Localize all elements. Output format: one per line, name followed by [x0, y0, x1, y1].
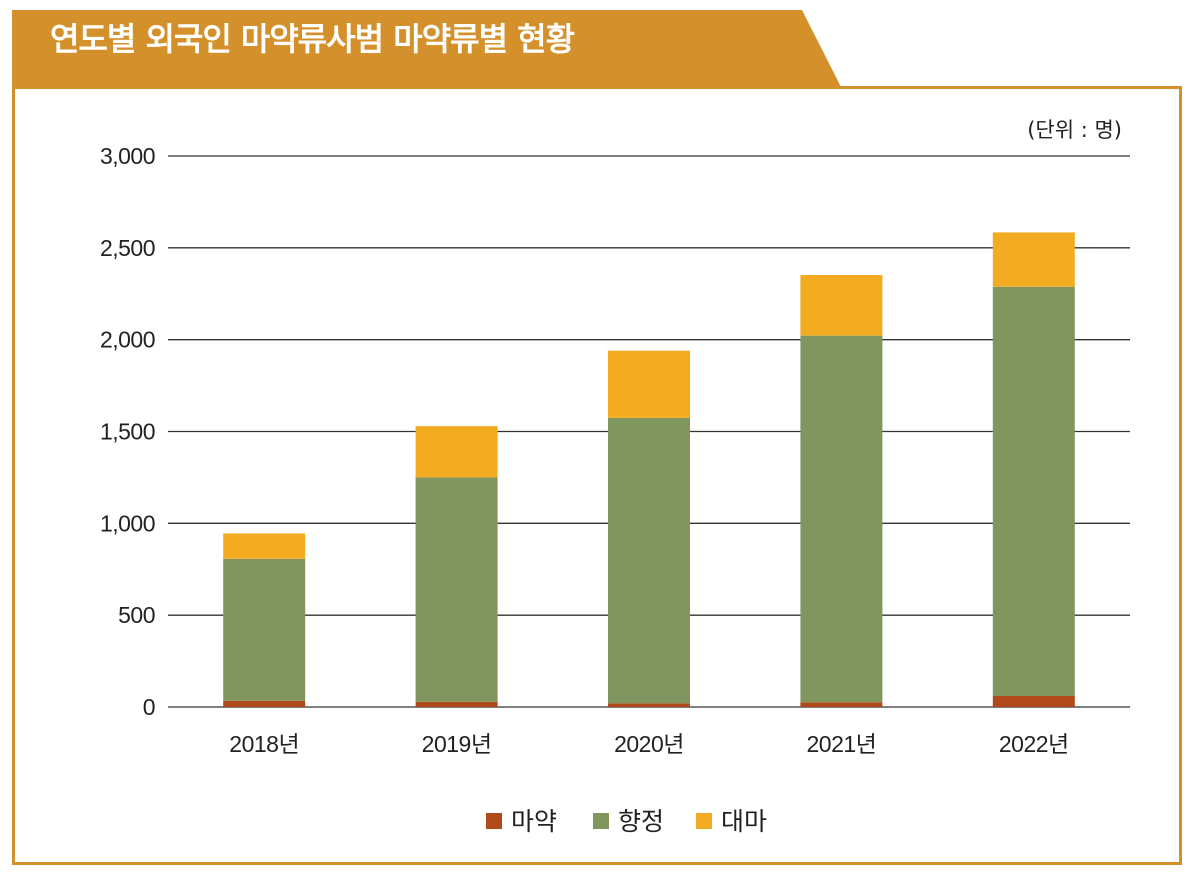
bar-segment — [800, 275, 883, 336]
bar-segment — [415, 426, 498, 478]
x-tick-label: 2018년 — [229, 731, 299, 757]
axes: 0 500 1,000 1,500 2,000 2,500 3,000 2018년 2019년 2… — [100, 143, 1069, 757]
legend-swatch — [696, 813, 712, 829]
x-tick-label: 2020년 — [614, 731, 684, 757]
chart-frame — [12, 86, 1182, 865]
bar-segment — [800, 702, 883, 707]
bar-segment — [992, 695, 1075, 707]
bar-segment — [608, 703, 690, 707]
legend-label: 향정 — [618, 807, 664, 836]
y-tick-label: 500 — [118, 602, 155, 628]
legend: 마약 향정 대마 — [486, 807, 767, 836]
bar-segment — [223, 700, 306, 707]
bar-segment — [992, 286, 1075, 696]
bar-segment — [608, 350, 690, 418]
title-banner — [12, 10, 842, 89]
bar-segment — [223, 558, 306, 701]
bar-segment — [415, 477, 498, 702]
x-tick-label: 2021년 — [806, 731, 876, 757]
bar-segment — [415, 701, 498, 707]
bar-segment — [223, 533, 306, 559]
legend-swatch — [486, 813, 502, 829]
y-tick-label: 1,500 — [100, 419, 155, 445]
y-tick-label: 2,000 — [100, 327, 155, 353]
bar-segment — [608, 417, 690, 704]
bar-segment — [800, 335, 883, 703]
y-tick-label: 2,500 — [100, 235, 155, 261]
x-tick-label: 2022년 — [999, 731, 1069, 757]
legend-label: 대마 — [721, 807, 767, 836]
unit-label: (단위 : 명) — [1027, 118, 1122, 142]
y-tick-label: 3,000 — [100, 143, 155, 169]
bar-segment — [992, 232, 1075, 287]
y-tick-label: 1,000 — [100, 510, 155, 536]
legend-label: 마약 — [511, 807, 557, 836]
x-tick-label: 2019년 — [422, 731, 492, 757]
bars — [223, 232, 1075, 707]
legend-swatch — [593, 813, 609, 829]
y-tick-label: 0 — [143, 694, 155, 720]
chart-title: 연도별 외국인 마약류사범 마약류별 현황 — [50, 20, 575, 58]
